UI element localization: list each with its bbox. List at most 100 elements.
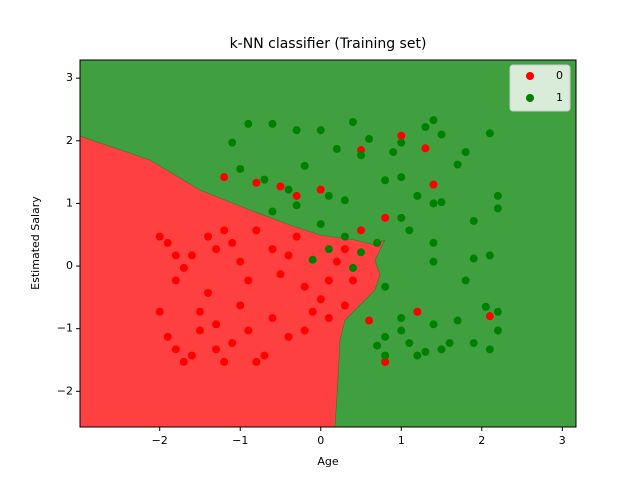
point: [284, 332, 293, 341]
point: [381, 176, 390, 185]
y-tick-label: 2: [66, 134, 73, 147]
point: [236, 164, 245, 173]
region-0: [80, 135, 386, 427]
point: [397, 213, 406, 222]
point: [481, 302, 490, 311]
y-tick-label: 0: [66, 259, 73, 272]
point: [228, 138, 237, 147]
x-tick-label: 2: [478, 434, 485, 447]
point: [179, 357, 188, 366]
point: [421, 347, 430, 356]
point: [365, 134, 374, 143]
x-tick-label: 1: [398, 434, 405, 447]
point: [348, 263, 357, 272]
point: [348, 118, 357, 127]
point: [163, 238, 172, 247]
point: [284, 185, 293, 194]
point: [212, 245, 221, 254]
point: [252, 226, 261, 235]
point: [284, 251, 293, 260]
point: [421, 144, 430, 153]
point: [300, 282, 309, 291]
point: [324, 245, 333, 254]
point: [493, 191, 502, 200]
point: [485, 345, 494, 354]
point: [228, 339, 237, 348]
point: [373, 341, 382, 350]
point: [421, 123, 430, 132]
point: [485, 312, 494, 321]
point: [244, 119, 253, 128]
chart-title: k-NN classifier (Training set): [230, 36, 427, 52]
y-tick-label: 3: [66, 71, 73, 84]
point: [373, 238, 382, 247]
point: [453, 160, 462, 169]
point: [195, 326, 204, 335]
point: [340, 196, 349, 205]
point: [220, 357, 229, 366]
point: [493, 326, 502, 335]
point: [220, 173, 229, 182]
point: [429, 116, 438, 125]
point: [413, 307, 422, 316]
point: [316, 185, 325, 194]
point: [171, 345, 180, 354]
x-axis-label: Age: [317, 455, 339, 468]
point: [212, 320, 221, 329]
point: [195, 307, 204, 316]
point: [429, 320, 438, 329]
legend-label: 0: [556, 69, 563, 82]
point: [493, 307, 502, 316]
point: [381, 282, 390, 291]
point: [340, 245, 349, 254]
point: [389, 148, 398, 157]
point: [268, 245, 277, 254]
point: [228, 238, 237, 247]
point: [244, 326, 253, 335]
point: [187, 351, 196, 360]
point: [292, 126, 301, 135]
point: [300, 326, 309, 335]
plot-frame: [79, 59, 577, 428]
point: [220, 226, 229, 235]
legend-box: [509, 64, 571, 112]
point: [405, 339, 414, 348]
point: [397, 131, 406, 140]
point: [437, 345, 446, 354]
point: [429, 257, 438, 266]
point: [461, 148, 470, 157]
point: [348, 276, 357, 285]
point: [357, 226, 366, 235]
point: [252, 357, 261, 366]
point: [405, 226, 414, 235]
point: [429, 180, 438, 189]
point: [445, 339, 454, 348]
points: [155, 116, 502, 366]
point: [179, 263, 188, 272]
point: [171, 276, 180, 285]
point: [461, 276, 470, 285]
point: [316, 220, 325, 229]
point: [155, 232, 164, 241]
point: [292, 201, 301, 210]
point: [453, 316, 462, 325]
point: [413, 191, 422, 200]
point: [244, 276, 253, 285]
point: [324, 314, 333, 323]
point: [397, 314, 406, 323]
point: [437, 198, 446, 207]
point: [493, 204, 502, 213]
point: [292, 191, 301, 200]
point: [397, 138, 406, 147]
legend-marker: [526, 94, 534, 102]
point: [397, 326, 406, 335]
point: [308, 255, 317, 264]
point: [163, 332, 172, 341]
point: [252, 178, 261, 187]
point: [187, 251, 196, 260]
legend-marker: [526, 72, 534, 80]
point: [260, 175, 269, 184]
point: [340, 232, 349, 241]
point: [268, 119, 277, 128]
x-tick-label: −2: [152, 434, 168, 447]
